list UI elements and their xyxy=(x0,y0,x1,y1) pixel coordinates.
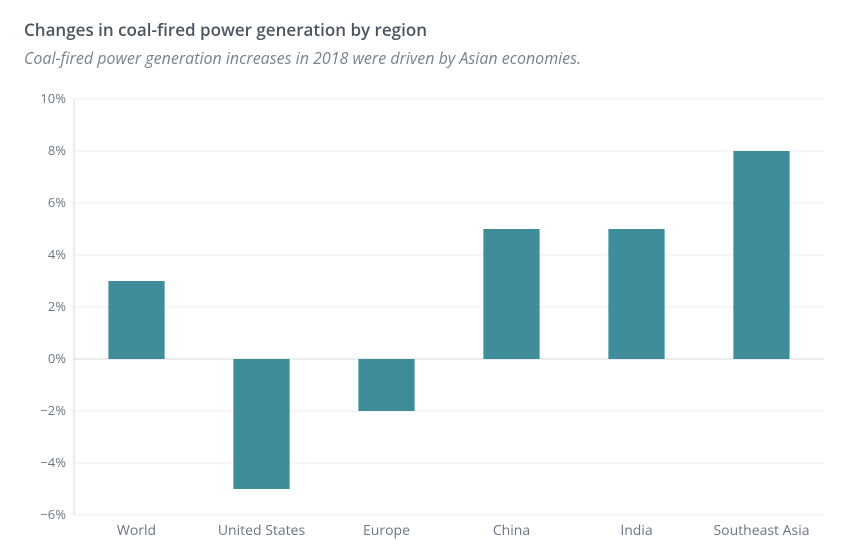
category-label: Europe xyxy=(363,521,410,540)
chart-container: Changes in coal-fired power generation b… xyxy=(0,0,850,559)
y-tick-label: 6% xyxy=(48,193,66,211)
bar xyxy=(733,151,789,359)
y-tick-label: −6% xyxy=(40,505,66,523)
bar-chart-svg: 10% 8% 6% 4% 2% 0% −2% −4% −6% World United States… xyxy=(24,89,826,541)
category-label: World xyxy=(117,521,156,540)
category-label: India xyxy=(620,521,652,540)
y-tick-label: −4% xyxy=(40,453,66,471)
y-tick-label: 10% xyxy=(40,89,66,107)
category-label: China xyxy=(493,521,530,540)
y-tick-label: 0% xyxy=(48,349,66,367)
y-tick-label: 2% xyxy=(48,297,66,315)
bar xyxy=(483,229,539,359)
bar xyxy=(233,359,289,489)
bar xyxy=(108,281,164,359)
y-tick-label: 4% xyxy=(48,245,66,263)
chart-plot-area: 10% 8% 6% 4% 2% 0% −2% −4% −6% World United States… xyxy=(24,89,826,545)
y-tick-label: 8% xyxy=(48,141,66,159)
y-tick-label: −2% xyxy=(40,401,66,419)
chart-subtitle: Coal-fired power generation increases in… xyxy=(24,47,826,69)
category-label: Southeast Asia xyxy=(713,521,809,540)
bar xyxy=(608,229,664,359)
category-label: United States xyxy=(218,521,306,540)
chart-title: Changes in coal-fired power generation b… xyxy=(24,18,826,41)
bar xyxy=(358,359,414,411)
